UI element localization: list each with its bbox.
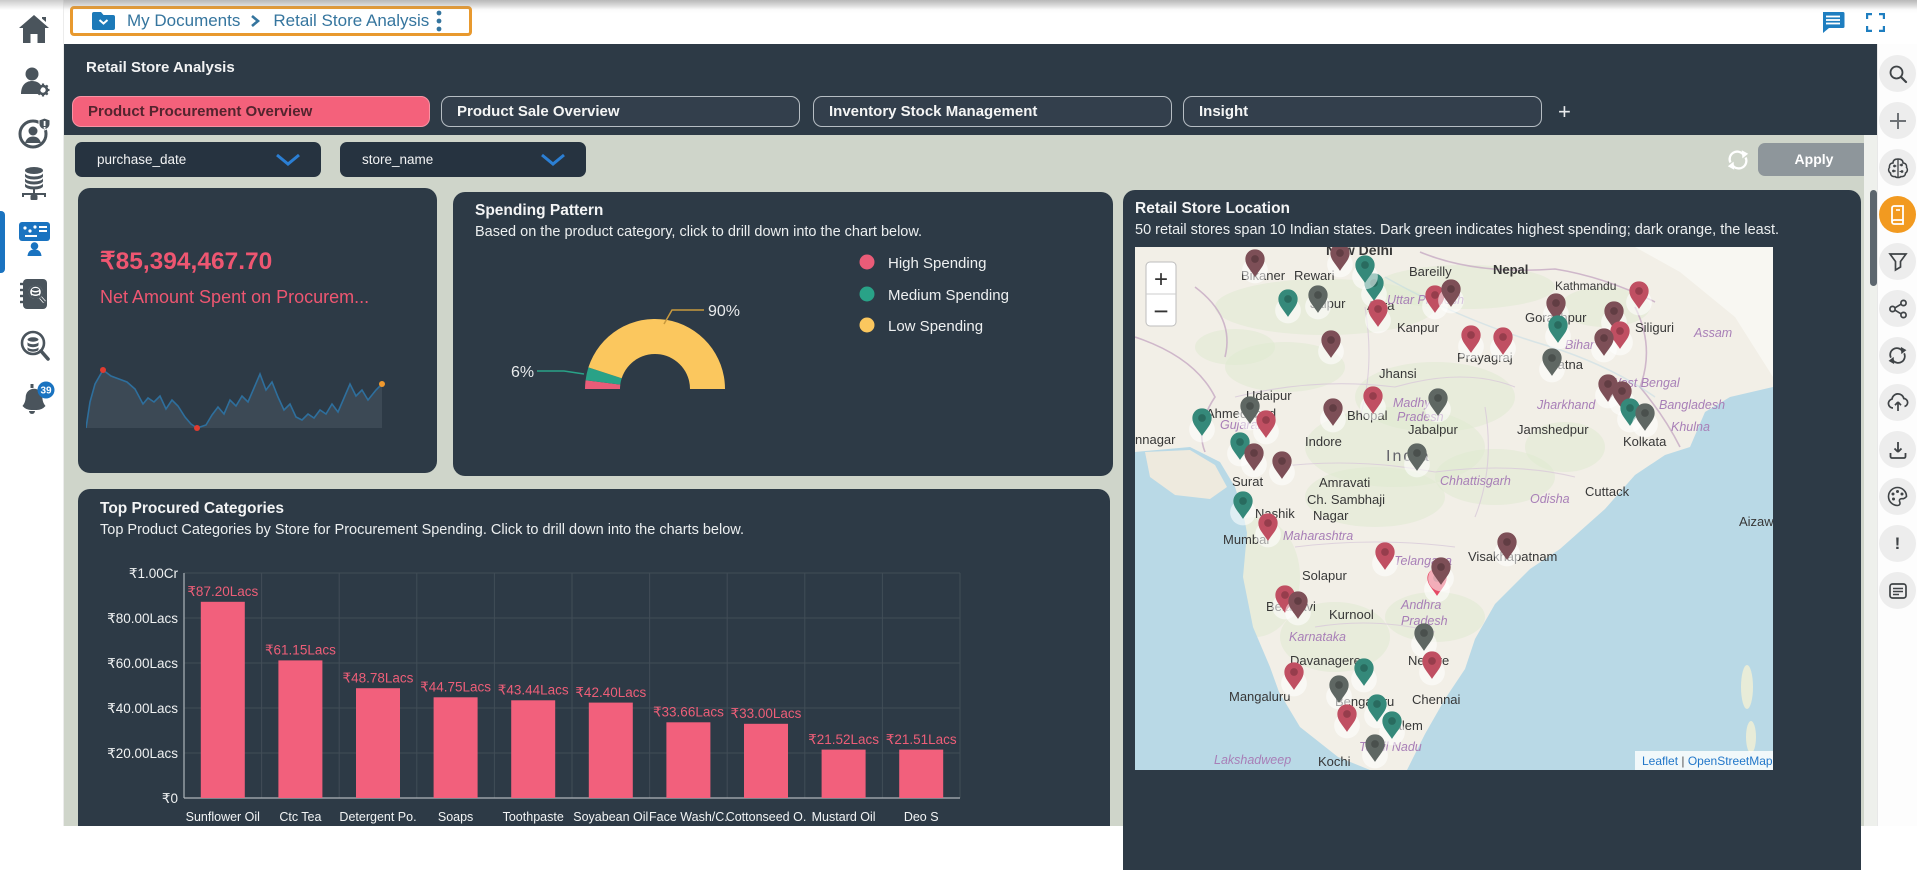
svg-text:₹80.00Lacs: ₹80.00Lacs	[107, 611, 178, 626]
svg-text:Bihar: Bihar	[1565, 338, 1595, 352]
svg-text:Jamshedpur: Jamshedpur	[1517, 422, 1589, 437]
svg-text:Indore: Indore	[1305, 434, 1342, 449]
svg-text:Kanpur: Kanpur	[1397, 320, 1440, 335]
svg-text:₹33.00Lacs: ₹33.00Lacs	[731, 706, 802, 721]
svg-text:−: −	[1153, 296, 1168, 326]
svg-text:₹40.00Lacs: ₹40.00Lacs	[107, 701, 178, 716]
svg-text:+: +	[1154, 266, 1168, 293]
svg-text:Nagar: Nagar	[1313, 508, 1349, 523]
svg-text:Bareilly: Bareilly	[1409, 264, 1452, 279]
svg-text:New Delhi: New Delhi	[1326, 247, 1393, 258]
svg-text:₹87.20Lacs: ₹87.20Lacs	[187, 584, 258, 599]
svg-text:₹1.00Cr: ₹1.00Cr	[129, 566, 179, 581]
svg-text:Khulna: Khulna	[1671, 420, 1710, 434]
svg-text:Jabalpur: Jabalpur	[1408, 422, 1459, 437]
svg-text:Face Wash/C.: Face Wash/C.	[649, 810, 728, 824]
svg-text:Lakshadweep: Lakshadweep	[1214, 753, 1291, 767]
svg-text:High Spending: High Spending	[888, 255, 986, 272]
svg-text:Assam: Assam	[1693, 326, 1732, 340]
svg-text:6%: 6%	[511, 364, 534, 381]
svg-text:Maharashtra: Maharashtra	[1283, 529, 1353, 543]
svg-text:Kurnool: Kurnool	[1329, 607, 1374, 622]
svg-text:₹21.51Lacs: ₹21.51Lacs	[886, 732, 957, 747]
svg-text:Kolkata: Kolkata	[1623, 434, 1667, 449]
svg-text:Cottonseed O.: Cottonseed O.	[726, 810, 807, 824]
svg-text:Amravati: Amravati	[1319, 475, 1370, 490]
svg-text:₹20.00Lacs: ₹20.00Lacs	[107, 746, 178, 761]
svg-text:Pradesh: Pradesh	[1401, 614, 1448, 628]
svg-text:Bangladesh: Bangladesh	[1659, 398, 1725, 412]
svg-text:Andhra: Andhra	[1400, 598, 1441, 612]
svg-text:Mustard Oil: Mustard Oil	[812, 810, 876, 824]
svg-text:Chennai: Chennai	[1412, 692, 1461, 707]
svg-text:₹48.78Lacs: ₹48.78Lacs	[343, 671, 414, 686]
svg-text:Jharkhand: Jharkhand	[1536, 398, 1596, 412]
svg-text:39: 39	[40, 385, 52, 396]
svg-text:Solapur: Solapur	[1302, 568, 1347, 583]
svg-text:Ctc Tea: Ctc Tea	[279, 810, 321, 824]
svg-text:Kathmandu: Kathmandu	[1555, 279, 1616, 293]
svg-text:Nepal: Nepal	[1493, 262, 1528, 277]
svg-text:Deo S: Deo S	[904, 810, 939, 824]
svg-text:Ch. Sambhaji: Ch. Sambhaji	[1307, 492, 1385, 507]
svg-text:Detergent Po.: Detergent Po.	[339, 810, 416, 824]
svg-text:₹60.00Lacs: ₹60.00Lacs	[107, 656, 178, 671]
svg-text:Soyabean Oil: Soyabean Oil	[573, 810, 648, 824]
svg-text:Mangaluru: Mangaluru	[1229, 689, 1290, 704]
svg-text:Cuttack: Cuttack	[1585, 484, 1630, 499]
svg-text:Sunflower Oil: Sunflower Oil	[186, 810, 260, 824]
svg-text:Surat: Surat	[1232, 474, 1263, 489]
svg-text:₹43.44Lacs: ₹43.44Lacs	[498, 683, 569, 698]
svg-text:Siliguri: Siliguri	[1635, 320, 1674, 335]
svg-text:nnagar: nnagar	[1135, 432, 1176, 447]
svg-text:Medium Spending: Medium Spending	[888, 287, 1009, 304]
svg-text:Davanagere: Davanagere	[1290, 653, 1361, 668]
svg-text:Jhansi: Jhansi	[1379, 366, 1417, 381]
svg-text:₹0: ₹0	[162, 791, 178, 806]
svg-text:Low Spending: Low Spending	[888, 318, 983, 335]
svg-text:Rewari: Rewari	[1294, 268, 1335, 283]
svg-text:₹44.75Lacs: ₹44.75Lacs	[420, 680, 491, 695]
svg-text:₹21.52Lacs: ₹21.52Lacs	[808, 732, 879, 747]
svg-text:₹42.40Lacs: ₹42.40Lacs	[575, 685, 646, 700]
svg-text:Karnataka: Karnataka	[1289, 630, 1346, 644]
svg-text:Chhattisgarh: Chhattisgarh	[1440, 474, 1511, 488]
svg-text:₹33.66Lacs: ₹33.66Lacs	[653, 705, 724, 720]
svg-text:Udaipur: Udaipur	[1246, 388, 1292, 403]
svg-text:Odisha: Odisha	[1530, 492, 1570, 506]
svg-text:90%: 90%	[708, 303, 740, 320]
svg-text:Leaflet | OpenStreetMap: Leaflet | OpenStreetMap	[1642, 754, 1773, 768]
svg-text:Toothpaste: Toothpaste	[503, 810, 564, 824]
svg-text:Kochi: Kochi	[1318, 754, 1351, 769]
svg-text:Soaps: Soaps	[438, 810, 473, 824]
svg-text:Aizawl: Aizawl	[1739, 514, 1773, 529]
svg-text:₹61.15Lacs: ₹61.15Lacs	[265, 643, 336, 658]
